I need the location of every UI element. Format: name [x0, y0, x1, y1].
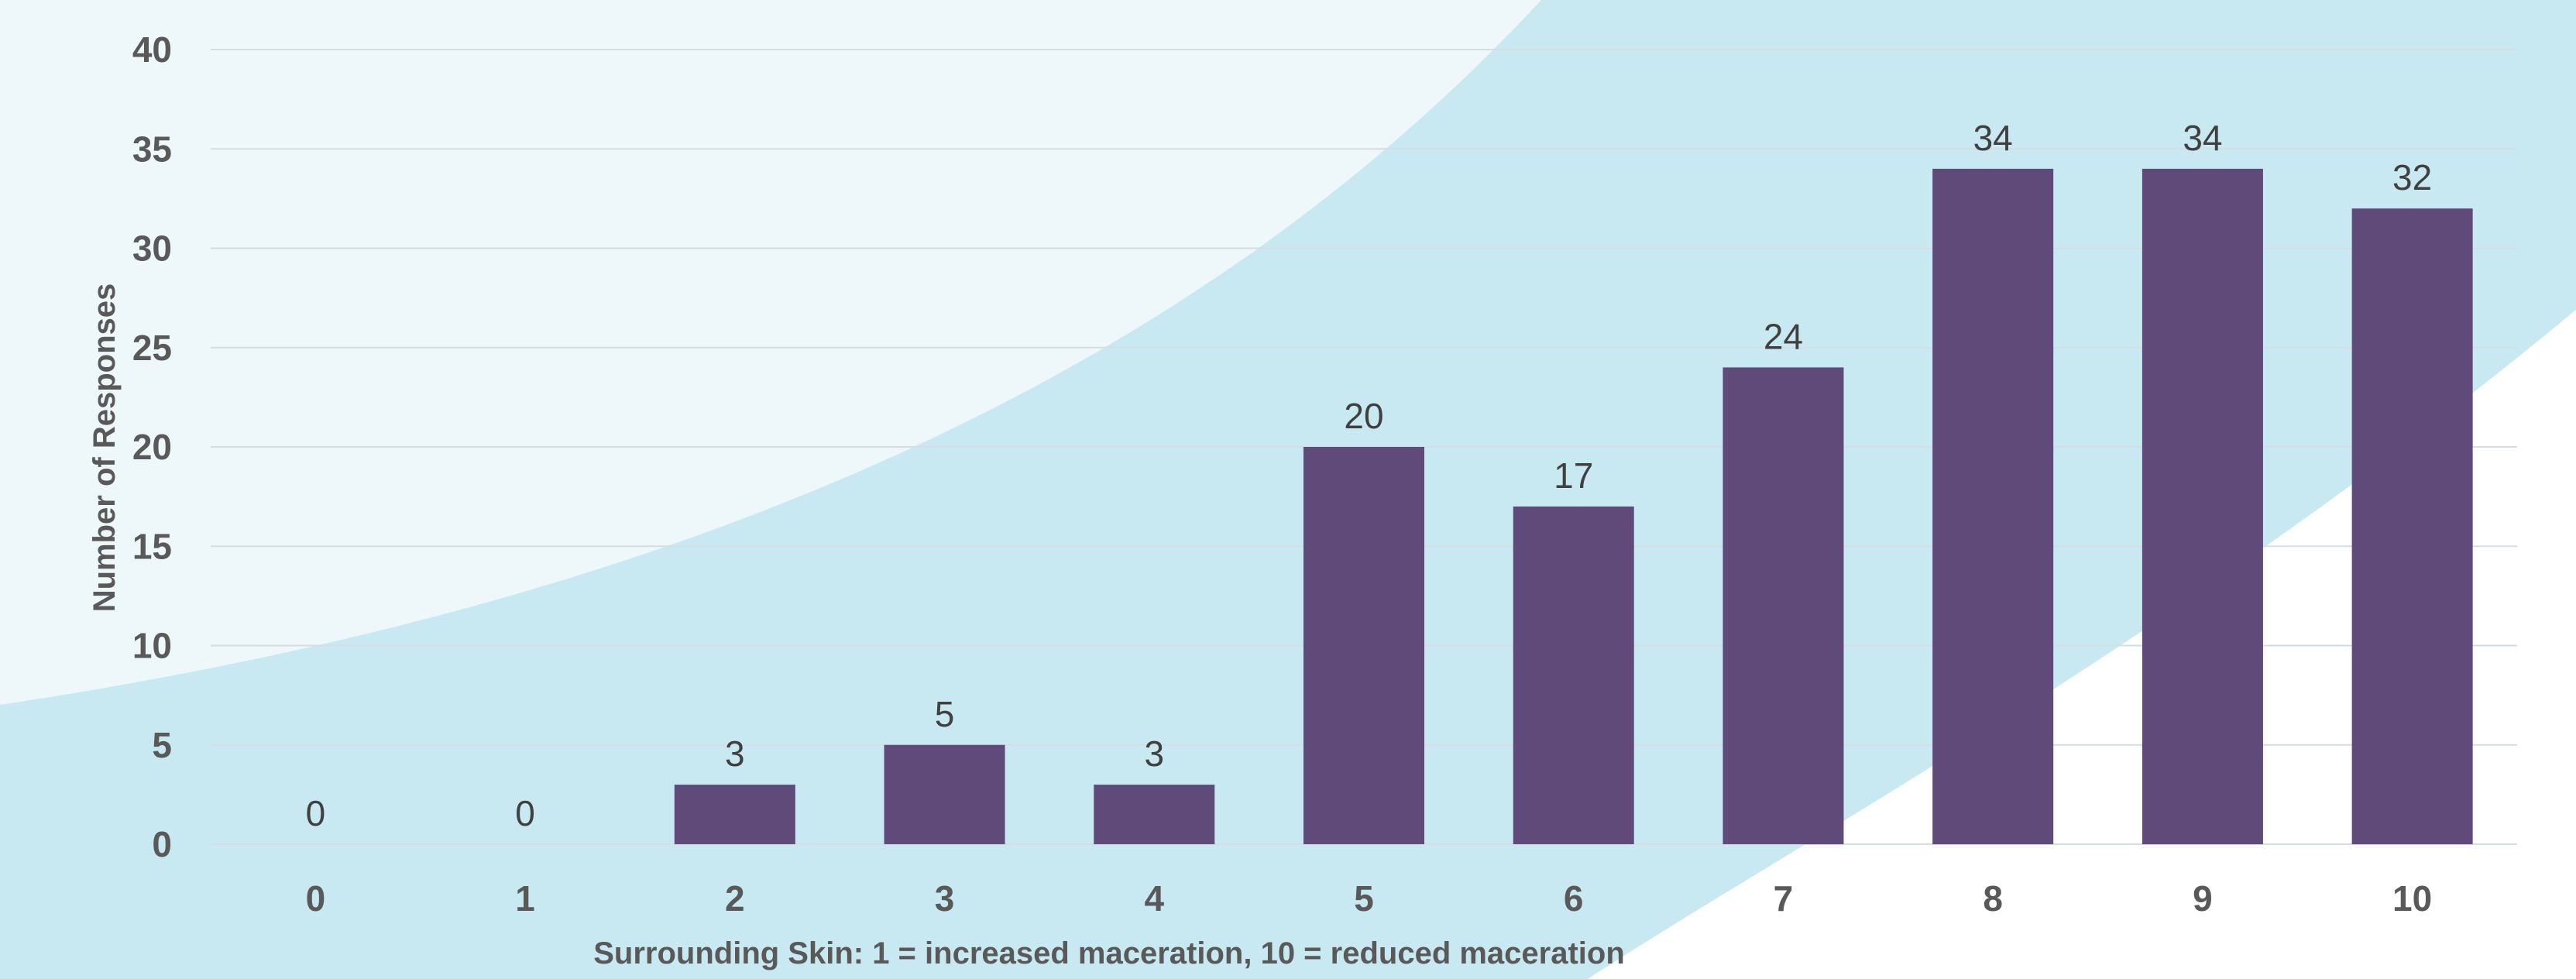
y-tick-label: 30 [132, 228, 172, 269]
bar-7 [1722, 367, 1844, 844]
background-light-wash [0, 0, 1541, 705]
x-tick-label-7: 7 [1774, 878, 1794, 919]
y-axis-title: Number of Responses [88, 283, 122, 613]
y-tick-label: 15 [132, 526, 172, 566]
y-tick-label: 40 [132, 29, 172, 70]
bar-5 [1303, 447, 1424, 844]
x-axis-title: Surrounding Skin: 1 = increased macerati… [593, 936, 1625, 970]
x-axis-ticks: 0 1 2 3 4 5 6 7 8 9 10 [306, 878, 2433, 919]
y-tick-label: 5 [152, 725, 172, 765]
data-label-8: 34 [1973, 118, 2013, 158]
bar-10 [2351, 208, 2473, 844]
x-tick-label-2: 2 [725, 878, 745, 919]
bar-4 [1094, 785, 1215, 844]
y-axis-ticks: 0 5 10 15 20 25 30 35 40 [132, 29, 172, 864]
x-tick-label-1: 1 [515, 878, 535, 919]
data-label-9: 34 [2183, 118, 2222, 158]
bar-6 [1513, 506, 1634, 844]
bar-8 [1932, 168, 2054, 844]
data-label-7: 24 [1764, 316, 1803, 356]
data-label-3: 5 [935, 694, 955, 734]
data-label-1: 0 [515, 793, 535, 833]
x-tick-label-8: 8 [1983, 878, 2003, 919]
y-tick-label: 20 [132, 427, 172, 467]
data-label-6: 17 [1554, 455, 1593, 496]
x-tick-label-3: 3 [935, 878, 955, 919]
x-tick-label-9: 9 [2193, 878, 2213, 919]
data-label-10: 32 [2392, 157, 2432, 198]
bar-2 [674, 785, 795, 844]
bars [674, 168, 2473, 844]
x-tick-label-5: 5 [1354, 878, 1374, 919]
data-labels: 0 0 3 5 3 20 17 24 34 34 32 [306, 118, 2433, 833]
data-label-2: 3 [725, 733, 745, 774]
y-tick-label: 25 [132, 328, 172, 368]
y-tick-label: 10 [132, 626, 172, 666]
x-tick-label-10: 10 [2392, 878, 2432, 919]
x-tick-label-6: 6 [1564, 878, 1584, 919]
data-label-0: 0 [306, 793, 326, 833]
bar-9 [2142, 168, 2263, 844]
y-tick-label: 0 [152, 824, 172, 864]
y-tick-label: 35 [132, 129, 172, 169]
data-label-4: 3 [1144, 733, 1164, 774]
data-label-5: 20 [1344, 396, 1383, 436]
bar-3 [884, 744, 1005, 844]
x-tick-label-4: 4 [1144, 878, 1164, 919]
x-tick-label-0: 0 [306, 878, 326, 919]
